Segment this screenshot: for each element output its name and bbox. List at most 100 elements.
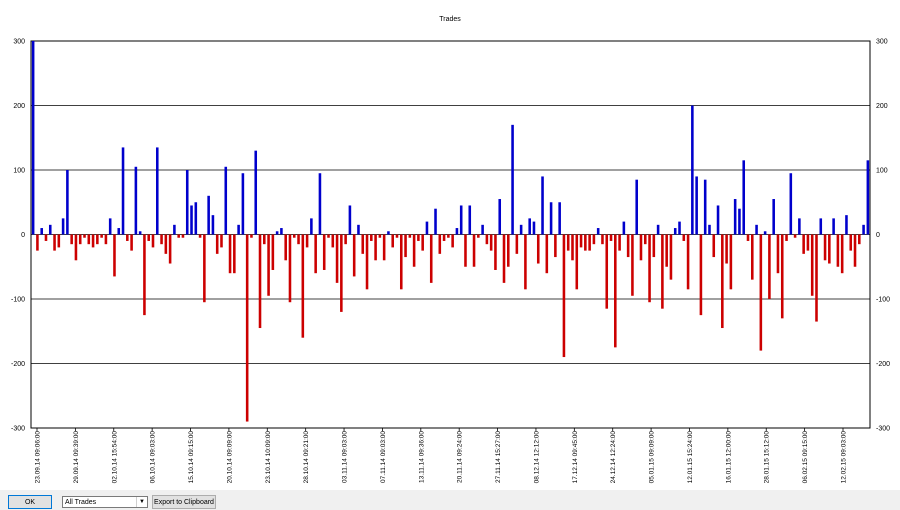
trade-bar — [305, 234, 309, 248]
trade-bar — [224, 166, 228, 235]
trade-bar — [233, 234, 236, 274]
trade-bar — [314, 234, 317, 274]
trade-bar — [241, 173, 245, 235]
trade-bar — [442, 234, 446, 241]
trade-bar — [104, 234, 108, 245]
trade-bar — [721, 234, 724, 329]
trade-bar — [524, 234, 527, 290]
trade-bar — [53, 234, 56, 251]
trade-bar — [391, 234, 394, 248]
chevron-down-icon[interactable]: ▼ — [136, 497, 147, 507]
trade-bar — [729, 234, 733, 290]
trade-bar — [451, 234, 454, 248]
trade-bar — [447, 234, 450, 238]
trade-bar — [40, 228, 43, 235]
trade-bar — [511, 124, 514, 235]
trade-bar — [725, 234, 728, 264]
trade-bar — [275, 231, 279, 235]
trade-bar — [228, 234, 232, 274]
trade-bar — [168, 234, 172, 264]
trade-bar — [750, 234, 754, 280]
trade-bar — [712, 234, 716, 258]
trade-bar — [245, 234, 249, 422]
trade-bar — [335, 234, 339, 283]
trade-bar — [793, 234, 797, 238]
trade-bar — [515, 234, 519, 254]
trade-bar — [678, 221, 681, 235]
trade-bar — [297, 234, 300, 245]
y-tick-label-right: 0 — [876, 232, 880, 239]
trade-filter-select[interactable]: All Trades ▼ — [62, 496, 148, 508]
trade-bar — [682, 234, 686, 241]
trade-bar — [258, 234, 262, 329]
x-tick-label: 08.12.14 12:12:00 — [533, 431, 540, 484]
trade-bar — [669, 234, 673, 280]
trade-bar — [78, 234, 82, 245]
trade-bar — [408, 234, 412, 238]
trade-bar — [395, 234, 399, 238]
trade-bar — [481, 224, 484, 235]
trade-bar — [160, 234, 163, 245]
trade-bar — [545, 234, 549, 274]
trade-bar — [438, 234, 442, 254]
trade-bar — [271, 234, 275, 270]
x-tick-label: 07.11.14 09:03:00 — [380, 431, 387, 483]
ok-button[interactable]: OK — [8, 495, 52, 509]
trade-bar — [832, 218, 835, 235]
trade-bar — [66, 170, 69, 235]
trade-bar — [742, 160, 746, 235]
trade-bar — [656, 224, 660, 235]
trade-bar — [126, 234, 129, 241]
trade-bar — [352, 234, 356, 277]
trade-bar — [138, 231, 142, 235]
trade-bar — [489, 234, 493, 251]
trade-bar — [267, 234, 270, 296]
trade-bar — [785, 234, 788, 241]
trade-bar — [48, 224, 52, 235]
export-clipboard-button[interactable]: Export to Clipboard — [152, 495, 216, 509]
trade-bar — [477, 234, 480, 238]
trade-bar — [810, 234, 814, 296]
trade-bar — [87, 234, 91, 245]
trade-bar — [207, 195, 210, 235]
x-tick-label: 15.10.14 09:15:00 — [188, 431, 195, 484]
trade-bar — [284, 234, 287, 261]
trade-bar — [571, 234, 574, 261]
trade-bar — [310, 218, 313, 235]
trade-bar — [776, 234, 780, 274]
trade-bar — [250, 234, 253, 238]
x-tick-label: 23.09.14 09:06:00 — [35, 431, 42, 484]
trade-bar — [464, 234, 467, 267]
trade-bar — [836, 234, 840, 267]
trade-bar — [96, 234, 99, 245]
trade-bar — [399, 234, 403, 290]
trade-bar — [643, 234, 647, 245]
trade-bar — [280, 228, 283, 235]
trade-bar — [549, 202, 553, 235]
trade-bar — [301, 234, 305, 338]
trade-bar — [425, 221, 429, 235]
trade-bar — [100, 234, 103, 238]
x-tick-label: 28.01.15 15:12:00 — [764, 431, 771, 484]
trade-bar — [36, 234, 39, 251]
trade-bar — [798, 218, 801, 235]
trade-bar — [733, 199, 737, 235]
trade-bar — [147, 234, 151, 241]
trade-bar — [292, 234, 296, 238]
trade-bar — [318, 173, 322, 235]
x-tick-label: 06.10.14 09:03:00 — [150, 431, 157, 484]
trade-bar — [532, 221, 536, 235]
trade-bar — [57, 234, 61, 248]
y-tick-label-left: -100 — [11, 297, 25, 304]
trade-bar — [772, 199, 775, 235]
y-tick-label-left: 0 — [21, 232, 25, 239]
trade-bar — [648, 234, 651, 303]
trade-bar — [541, 176, 544, 235]
trade-bar — [507, 234, 510, 267]
trade-bar — [130, 234, 133, 251]
trade-bar — [596, 228, 600, 235]
trade-bar — [755, 224, 758, 235]
trade-bar — [639, 234, 643, 261]
trade-bar — [412, 234, 416, 267]
trade-bar — [768, 234, 771, 299]
